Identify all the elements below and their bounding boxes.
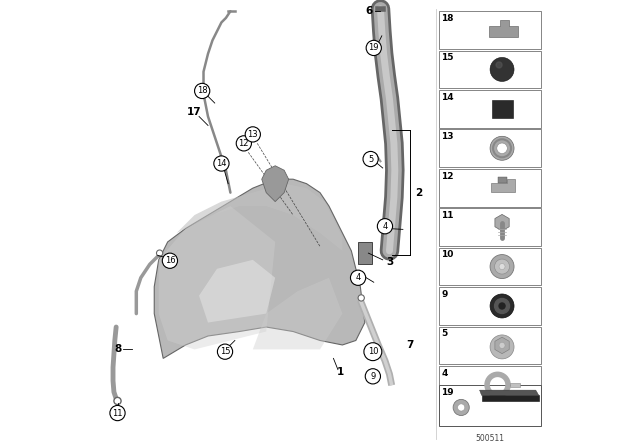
Text: 9: 9 — [442, 290, 448, 299]
Circle shape — [490, 136, 514, 160]
Polygon shape — [199, 260, 275, 323]
Text: 7: 7 — [406, 340, 413, 350]
Bar — [439, 327, 541, 364]
Text: 5: 5 — [442, 329, 447, 338]
Text: 11: 11 — [112, 409, 123, 418]
Bar — [439, 248, 541, 285]
Polygon shape — [262, 166, 289, 202]
Text: 17: 17 — [186, 107, 201, 117]
Circle shape — [499, 303, 505, 309]
Text: 15: 15 — [220, 347, 230, 356]
Text: 8: 8 — [114, 345, 121, 354]
Circle shape — [499, 263, 505, 270]
Bar — [439, 90, 541, 128]
Circle shape — [490, 335, 514, 359]
Circle shape — [496, 62, 502, 68]
Bar — [439, 129, 541, 167]
Text: 13: 13 — [442, 132, 454, 141]
Circle shape — [490, 254, 514, 279]
Text: 14: 14 — [442, 93, 454, 102]
Circle shape — [499, 342, 505, 349]
Circle shape — [236, 136, 252, 151]
Text: 18: 18 — [197, 86, 207, 95]
Text: 11: 11 — [442, 211, 454, 220]
Circle shape — [218, 344, 233, 359]
Polygon shape — [159, 206, 275, 349]
Bar — [492, 100, 513, 118]
Circle shape — [458, 404, 465, 411]
Text: 14: 14 — [216, 159, 227, 168]
Text: 16: 16 — [164, 256, 175, 265]
Circle shape — [453, 400, 469, 416]
Polygon shape — [154, 179, 365, 358]
Polygon shape — [488, 20, 518, 37]
Circle shape — [365, 369, 380, 384]
Text: 3: 3 — [386, 257, 393, 267]
Text: 19: 19 — [442, 388, 454, 397]
Text: 4: 4 — [442, 369, 448, 378]
Polygon shape — [479, 390, 539, 396]
Bar — [439, 169, 541, 207]
Bar — [439, 385, 541, 426]
Bar — [439, 366, 541, 404]
Polygon shape — [491, 179, 515, 192]
Text: 19: 19 — [369, 43, 379, 52]
Circle shape — [157, 250, 163, 256]
Text: 12: 12 — [442, 172, 454, 181]
Circle shape — [351, 270, 365, 285]
Text: 10: 10 — [367, 347, 378, 356]
Text: 9: 9 — [370, 372, 376, 381]
Bar — [439, 287, 541, 325]
Bar — [509, 383, 520, 387]
Circle shape — [163, 253, 177, 268]
Circle shape — [364, 343, 382, 361]
Text: 2: 2 — [415, 188, 422, 198]
Text: 500511: 500511 — [476, 434, 504, 443]
Bar — [439, 51, 541, 88]
Circle shape — [245, 127, 260, 142]
Text: 6: 6 — [365, 6, 373, 16]
Text: 4: 4 — [382, 222, 388, 231]
Text: 5: 5 — [368, 155, 373, 164]
Circle shape — [495, 298, 509, 314]
Bar — [439, 208, 541, 246]
Circle shape — [214, 156, 229, 171]
Polygon shape — [495, 215, 509, 231]
Circle shape — [363, 151, 378, 167]
Circle shape — [490, 57, 514, 82]
Circle shape — [114, 397, 121, 405]
Text: 12: 12 — [239, 139, 249, 148]
Text: 10: 10 — [442, 250, 454, 259]
Circle shape — [378, 219, 392, 234]
Circle shape — [358, 295, 364, 301]
Circle shape — [110, 405, 125, 421]
Circle shape — [195, 83, 210, 99]
Polygon shape — [253, 278, 342, 349]
Text: 15: 15 — [442, 53, 454, 62]
Polygon shape — [495, 337, 509, 353]
Text: 1: 1 — [337, 367, 344, 377]
Bar — [439, 11, 541, 49]
Text: 18: 18 — [442, 14, 454, 23]
Polygon shape — [482, 396, 539, 401]
Polygon shape — [497, 177, 506, 183]
Text: 13: 13 — [248, 130, 258, 139]
Circle shape — [495, 259, 509, 274]
Circle shape — [497, 143, 508, 154]
Text: 4: 4 — [355, 273, 361, 282]
Circle shape — [490, 294, 514, 318]
Bar — [358, 242, 371, 264]
Circle shape — [366, 40, 381, 56]
Polygon shape — [177, 184, 342, 251]
